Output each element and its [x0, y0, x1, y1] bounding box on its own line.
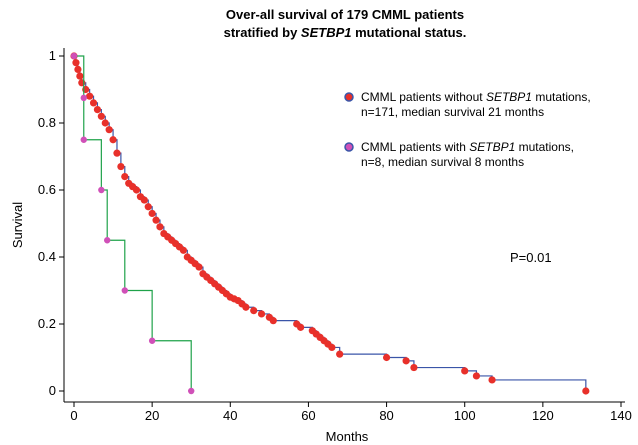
- event-marker: [97, 112, 105, 120]
- x-tick-label: 40: [223, 408, 237, 423]
- step-segment: [492, 379, 587, 391]
- y-tick-label: 0.8: [38, 115, 56, 130]
- legend-part: mutations,: [532, 90, 591, 104]
- y-tick-label: 0.4: [38, 249, 56, 264]
- event-marker: [582, 387, 590, 395]
- event-marker: [461, 367, 469, 375]
- x-tick-label: 0: [70, 408, 77, 423]
- step-segment: [83, 139, 102, 190]
- event-marker: [86, 92, 94, 100]
- event-marker: [328, 343, 336, 352]
- legend-text: n=171, median survival 21 months: [361, 105, 544, 119]
- event-marker: [242, 303, 250, 311]
- y-tick-label: 0.2: [38, 316, 56, 331]
- title-part: SETBP1: [301, 25, 352, 40]
- event-marker: [148, 337, 156, 344]
- event-marker: [74, 65, 82, 73]
- legend-text: n=8, median survival 8 months: [361, 155, 524, 169]
- title-part: mutational status.: [352, 25, 467, 40]
- x-tick-label: 100: [454, 408, 476, 423]
- event-marker: [89, 99, 98, 107]
- step-segment: [74, 55, 85, 98]
- step-segment: [101, 189, 108, 241]
- event-marker: [76, 72, 84, 80]
- legend-part: mutations,: [515, 140, 574, 154]
- event-marker: [297, 323, 305, 331]
- legend-part: SETBP1: [486, 90, 532, 104]
- legend-part: CMML patients without: [361, 90, 486, 104]
- event-marker: [113, 149, 121, 157]
- x-axis-label: Months: [326, 429, 369, 444]
- legend-part: CMML patients with: [361, 140, 469, 154]
- step-segment: [413, 366, 466, 371]
- legend-marker: [344, 92, 354, 102]
- y-tick-label: 0.6: [38, 182, 56, 197]
- event-marker: [80, 94, 87, 102]
- event-marker: [179, 246, 187, 254]
- chart-title: stratified by SETBP1 mutational status.: [224, 25, 467, 40]
- event-marker: [105, 126, 113, 134]
- event-marker: [101, 119, 109, 127]
- annotation: P=0.01: [510, 250, 552, 265]
- event-marker: [148, 209, 156, 218]
- event-marker: [140, 196, 148, 204]
- x-tick-label: 120: [532, 408, 554, 423]
- event-marker: [472, 372, 481, 380]
- event-marker: [70, 52, 78, 60]
- legend-marker: [344, 142, 354, 152]
- y-tick-label: 1: [49, 48, 56, 63]
- event-marker: [152, 216, 160, 224]
- event-marker: [72, 59, 80, 67]
- event-marker: [80, 136, 87, 143]
- event-marker: [132, 186, 141, 194]
- event-marker: [410, 363, 418, 372]
- event-marker: [93, 106, 102, 114]
- step-segment: [107, 239, 126, 291]
- event-marker: [488, 376, 496, 384]
- x-tick-label: 20: [145, 408, 159, 423]
- step-segment: [339, 353, 388, 358]
- legend-part: SETBP1: [469, 140, 515, 154]
- event-marker: [104, 237, 111, 244]
- event-marker: [121, 287, 128, 294]
- event-marker: [402, 357, 410, 365]
- title-part: stratified by: [224, 25, 301, 40]
- step-segment: [152, 340, 192, 391]
- event-marker: [144, 203, 152, 211]
- event-marker: [382, 353, 391, 362]
- event-marker: [121, 173, 129, 181]
- x-tick-label: 80: [379, 408, 393, 423]
- event-marker: [195, 263, 203, 271]
- event-marker: [336, 350, 344, 358]
- event-marker: [257, 310, 266, 318]
- legend-text: CMML patients without SETBP1 mutations,: [361, 90, 591, 104]
- event-marker: [109, 136, 117, 144]
- y-axis-label: Survival: [10, 202, 25, 248]
- event-marker: [156, 223, 164, 231]
- step-segment: [124, 289, 153, 341]
- y-tick-label: 0: [49, 383, 56, 398]
- chart-title: Over-all survival of 179 CMML patients: [226, 7, 464, 22]
- legend-text: CMML patients with SETBP1 mutations,: [361, 140, 574, 154]
- event-marker: [188, 387, 195, 395]
- x-tick-label: 140: [610, 408, 632, 423]
- event-marker: [117, 162, 125, 171]
- event-marker: [250, 307, 258, 315]
- x-tick-label: 60: [301, 408, 315, 423]
- event-marker: [98, 186, 105, 194]
- event-marker: [269, 317, 277, 325]
